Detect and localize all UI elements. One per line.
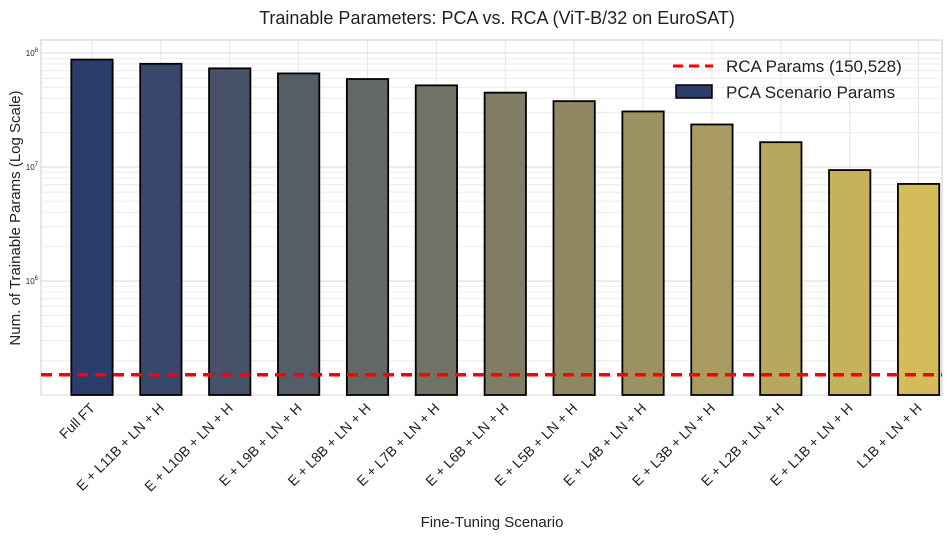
bars [70,58,941,396]
bar [345,78,390,396]
chart-title: Trainable Parameters: PCA vs. RCA (ViT-B… [259,8,735,28]
y-tick-label: 106 [26,276,39,286]
y-tick-label: 108 [26,48,39,58]
bar [828,169,872,396]
bar [897,183,941,396]
bar [759,141,803,396]
legend-rca-label: RCA Params (150,528) [726,57,902,76]
x-tick-label: Full FT [56,399,98,441]
bar [621,110,665,396]
x-tick-labels: Full FTE + L11B + LN + HE + L10B + LN + … [56,399,925,494]
bar [552,100,596,396]
x-axis-label: Fine-Tuning Scenario [421,514,564,531]
legend-pca-swatch [675,84,713,99]
bar [690,123,734,396]
bar [483,91,527,396]
bar [208,67,252,396]
legend-pca-label: PCA Scenario Params [726,83,895,102]
x-tick-label: L1B + LN + H [853,400,924,471]
bar [139,62,183,396]
y-axis-label: Num. of Trainable Params (Log Scale) [7,90,24,345]
bar [277,72,321,396]
bar [70,58,114,396]
y-tick-label: 107 [26,162,39,172]
legend: RCA Params (150,528) PCA Scenario Params [673,57,902,102]
y-ticks: 106 107 108 [26,48,39,286]
bar [414,84,458,396]
